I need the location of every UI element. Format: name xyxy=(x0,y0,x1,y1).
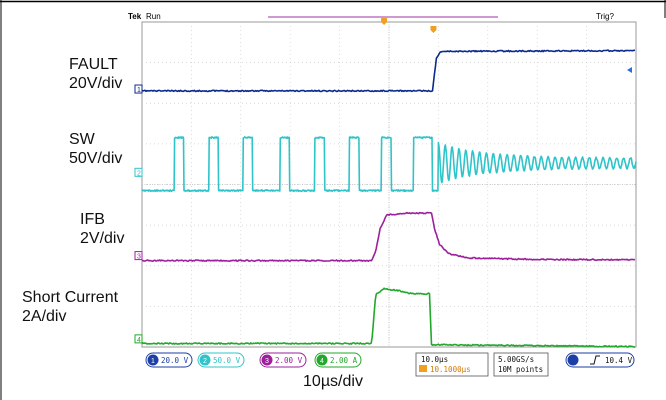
status-ch3-box xyxy=(259,352,307,368)
status-ch4-scale: 2.00 A xyxy=(330,356,358,365)
trace-fault xyxy=(141,49,635,93)
trigger-level-marker xyxy=(627,67,632,73)
status-trigger-box xyxy=(565,352,635,368)
channel-1-ground-marker xyxy=(134,84,143,94)
status-ch1-badge-label: 1 xyxy=(151,358,155,365)
status-ch4-badge xyxy=(316,354,328,366)
channel-3-marker-label: 3 xyxy=(137,254,141,261)
channel-4-ground-marker xyxy=(134,334,143,344)
channel-4-scale: 2A/div xyxy=(22,308,67,325)
header-brand: Tek xyxy=(128,12,142,21)
channel-3-name: IFB xyxy=(80,211,105,228)
trace-short-current xyxy=(141,287,636,348)
status-ch3-badge-label: 3 xyxy=(265,358,269,365)
status-ch2-box xyxy=(197,352,245,368)
status-ch3-scale: 2.00 V xyxy=(275,356,303,365)
status-ch2-scale: 50.0 V xyxy=(213,356,241,365)
status-ch2-badge xyxy=(199,354,211,366)
status-record-length: 10M points xyxy=(498,365,543,374)
status-acquisition-box xyxy=(493,352,549,377)
status-ch1-scale: 20.0 V xyxy=(161,356,189,365)
status-ch1-box xyxy=(145,352,193,368)
header-run-status: Run xyxy=(146,12,161,21)
trace-ifb xyxy=(141,211,636,262)
channel-2-name: SW xyxy=(69,131,95,148)
status-ch1-badge xyxy=(147,354,159,366)
status-sample-rate: 5.00GS/s xyxy=(498,355,534,364)
trigger-position-marker xyxy=(381,18,388,25)
channel-1-scale: 20V/div xyxy=(69,75,123,92)
channel-3-ground-marker xyxy=(134,251,143,261)
status-horizontal-box xyxy=(415,352,489,377)
status-trigger-edge-icon xyxy=(590,355,600,365)
channel-4-name: Short Current xyxy=(22,289,119,306)
channel-1-name: FAULT xyxy=(69,56,118,73)
status-ch3-badge xyxy=(261,354,273,366)
status-ch4-badge-label: 4 xyxy=(320,358,324,365)
channel-2-ground-marker xyxy=(134,167,143,177)
status-ch2-badge-label: 2 xyxy=(203,358,207,365)
status-trigger-level: 10.4 V xyxy=(605,356,633,365)
timebase-label: 10µs/div xyxy=(303,373,363,390)
channel-3-scale: 2V/div xyxy=(80,230,125,247)
status-ch4-box xyxy=(314,352,362,368)
status-trigger-position-icon xyxy=(419,365,427,372)
channel-4-marker-label: 4 xyxy=(137,337,141,344)
header-trigger-status: Trig? xyxy=(596,12,614,21)
status-horizontal-scale: 10.0µs xyxy=(421,355,448,364)
trigger-point-marker xyxy=(430,26,437,33)
status-position: 10.1000µs xyxy=(430,365,471,374)
channel-2-scale: 50V/div xyxy=(69,150,123,167)
status-trigger-source-badge xyxy=(567,354,579,366)
trace-sw xyxy=(141,136,637,193)
channel-1-marker-label: 1 xyxy=(137,87,141,94)
channel-2-marker-label: 2 xyxy=(137,170,141,177)
